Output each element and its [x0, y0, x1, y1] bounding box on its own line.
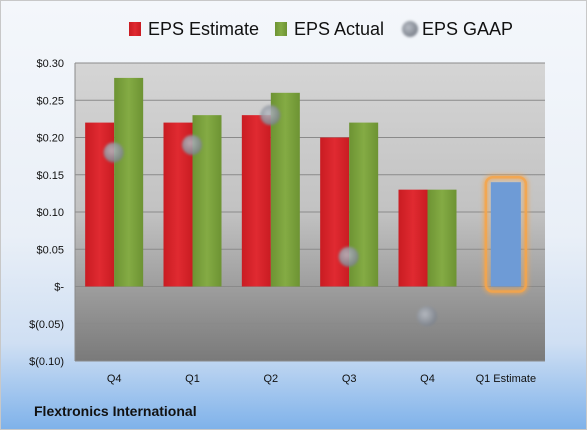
bar-eps-actual	[427, 189, 457, 287]
legend-label: EPS Estimate	[148, 19, 259, 39]
point-eps-gaap	[182, 134, 202, 155]
y-tick-label: $0.10	[36, 207, 64, 219]
grid-lines	[74, 62, 545, 362]
y-tick-label: $(0.05)	[29, 319, 64, 331]
estimate-highlight-outline	[484, 175, 528, 293]
x-tick-label: Q2	[263, 373, 278, 385]
bars	[85, 77, 529, 294]
y-tick-label: $0.05	[36, 244, 64, 256]
y-axis-labels: $0.30 $0.25 $0.20 $0.15 $0.10 $0.05 $- $(0.05) $…	[29, 58, 64, 368]
bar-q1-estimate	[490, 182, 521, 287]
y-tick-label: $0.30	[36, 58, 64, 70]
x-tick-label: Q1	[185, 373, 200, 385]
point-eps-gaap	[103, 142, 124, 163]
legend-swatch	[275, 22, 287, 36]
legend-label: EPS Actual	[294, 19, 384, 39]
legend: EPS Estimate EPS Actual EPS GAAP	[129, 19, 513, 39]
gaap-points	[103, 105, 437, 327]
x-axis-labels: Q4 Q1 Q2 Q3 Q4 Q1 Estimate	[107, 373, 536, 385]
legend-swatch	[129, 22, 141, 36]
y-tick-label: $0.20	[36, 133, 64, 145]
x-tick-label: Q1 Estimate	[476, 373, 537, 385]
x-tick-label: Q3	[342, 373, 357, 385]
y-tick-label: $0.25	[36, 95, 64, 107]
x-tick-label: Q4	[420, 373, 435, 385]
point-eps-gaap	[338, 246, 359, 267]
y-tick-label: $-	[54, 282, 64, 294]
y-tick-label: $(0.10)	[29, 356, 64, 368]
point-eps-gaap	[260, 105, 281, 126]
bar-eps-actual	[114, 77, 144, 287]
bar-eps-estimate	[241, 115, 271, 287]
company-name: Flextronics International	[34, 403, 197, 419]
bar-eps-estimate	[398, 189, 428, 287]
point-eps-gaap	[417, 306, 437, 327]
bar-eps-actual	[270, 92, 300, 287]
legend-swatch	[402, 21, 418, 37]
y-tick-label: $0.15	[36, 170, 64, 182]
x-tick-label: Q4	[107, 373, 122, 385]
legend-label: EPS GAAP	[422, 19, 513, 39]
